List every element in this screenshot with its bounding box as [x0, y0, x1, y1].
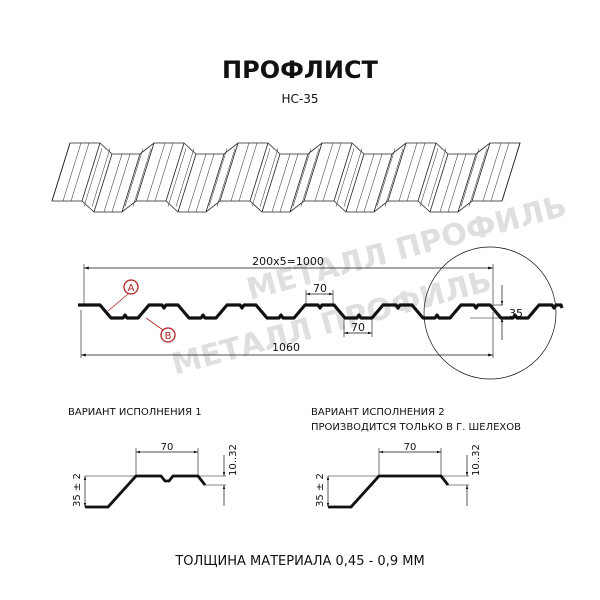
sheet-3d-fold-line: [501, 142, 521, 202]
sheet-3d-groove-line: [91, 148, 111, 207]
variant1-width-dim: 70: [161, 442, 174, 453]
marker-a: [123, 279, 139, 295]
page-subtitle: НС-35: [281, 92, 318, 106]
sheet-3d-groove-line: [363, 153, 383, 213]
bottom-rib-dim: 70: [351, 321, 365, 334]
sheet-3d-groove-line: [70, 142, 90, 202]
sheet-3d-groove-line: [251, 148, 271, 207]
sheet-3d-groove-line: [146, 142, 166, 202]
sheet-3d-groove-line: [314, 142, 334, 202]
sheet-3d-groove-line: [335, 148, 355, 207]
sheet-3d-groove-line: [406, 142, 426, 202]
sheet-3d-groove-line: [292, 148, 312, 207]
variant2-step-dim: 10..32: [471, 444, 482, 476]
sheet-3d-groove-line: [398, 142, 418, 202]
marker-a-label: A: [128, 283, 135, 294]
sheet-3d-groove-line: [238, 142, 258, 202]
profile-outline: [78, 303, 564, 320]
sheet-3d-groove-line: [419, 148, 439, 207]
sheet-3d-groove-line: [132, 148, 152, 207]
variant1-detail: 70 10..32 35 ± 2: [72, 442, 239, 509]
sheet-3d-fold-line: [135, 142, 155, 202]
sheet-3d-fold-line: [303, 142, 323, 202]
sheet-3d-groove-line: [427, 148, 447, 207]
sheet-3d-groove-line: [300, 148, 320, 207]
sheet-3d-groove-line: [259, 148, 279, 207]
variant2-width-dim: 70: [404, 442, 417, 453]
sheet-3d-groove-line: [175, 148, 195, 207]
sheet-3d-fold-line: [261, 153, 281, 213]
sheet-3d-groove-line: [124, 148, 144, 207]
sheet-3d-groove-line: [343, 148, 363, 207]
sheet-3d-fold-line: [249, 142, 269, 202]
pitch-dim: 200x5=1000: [252, 255, 324, 268]
marker-b: [160, 327, 176, 343]
sheet-3d-fold-line: [121, 153, 141, 213]
variant2-detail: 70 10..32 35 ± 2: [315, 442, 482, 509]
sheet-3d-groove-line: [355, 153, 375, 213]
sheet-3d-fold-line: [205, 153, 225, 213]
page-title: ПРОФЛИСТ: [222, 56, 379, 84]
sheet-3d-groove-line: [216, 148, 236, 207]
detail-circle: [423, 246, 557, 380]
width-dim: 1060: [272, 341, 300, 354]
sheet-3d-outline: [51, 142, 521, 213]
cross-section: 200x5=1000 1060 70 70 35 A B: [78, 246, 564, 380]
sheet-3d-groove-line: [230, 142, 250, 202]
variant2-label-2: ПРОИЗВОДИТСЯ ТОЛЬКО В Г. ШЕЛЕХОВ: [311, 422, 521, 433]
sheet-3d-groove-line: [187, 153, 207, 213]
sheet-3d-fold-line: [81, 142, 101, 202]
sheet-3d-groove-line: [154, 142, 174, 202]
sheet-3d-view: [51, 142, 521, 213]
sheet-3d-groove-line: [208, 148, 228, 207]
top-rib-dim: 70: [313, 282, 327, 295]
sheet-3d-fold-line: [373, 153, 393, 213]
sheet-3d-fold-line: [417, 142, 437, 202]
sheet-3d-fold-line: [177, 153, 197, 213]
sheet-3d-fold-line: [219, 142, 239, 202]
sheet-3d-groove-line: [322, 142, 342, 202]
sheet-3d-groove-line: [111, 153, 131, 213]
sheet-3d-groove-line: [460, 148, 480, 207]
sheet-3d-fold-line: [471, 142, 491, 202]
marker-b-label: B: [165, 331, 172, 342]
sheet-3d-groove-line: [167, 148, 187, 207]
sheet-3d-fold-line: [345, 153, 365, 213]
watermark: МЕТАЛЛ ПРОФИЛЬ МЕТАЛЛ ПРОФИЛЬ: [168, 189, 570, 383]
variant1-height-dim: 35 ± 2: [72, 473, 83, 507]
sheet-3d-fold-line: [387, 142, 407, 202]
sheet-3d-groove-line: [468, 148, 488, 207]
sheet-3d-groove-line: [279, 153, 299, 213]
height-dim: 35: [509, 307, 523, 320]
sheet-3d-groove-line: [376, 148, 396, 207]
sheet-3d-groove-line: [103, 153, 123, 213]
sheet-3d-fold-line: [289, 153, 309, 213]
sheet-3d-groove-line: [490, 142, 510, 202]
sheet-3d-groove-line: [195, 153, 215, 213]
variant2-label-1: ВАРИАНТ ИСПОЛНЕНИЯ 2: [311, 407, 445, 418]
variant2-height-dim: 35 ± 2: [315, 473, 326, 507]
sheet-3d-fold-line: [457, 153, 477, 213]
sheet-3d-fold-line: [165, 142, 185, 202]
sheet-3d-groove-line: [62, 142, 82, 202]
sheet-3d-groove-line: [482, 142, 502, 202]
variant1-label: ВАРИАНТ ИСПОЛНЕНИЯ 1: [68, 407, 202, 418]
sheet-3d-fold-line: [93, 153, 113, 213]
material-thickness: ТОЛЩИНА МАТЕРИАЛА 0,45 - 0,9 ММ: [174, 554, 424, 569]
variant1-step-dim: 10..32: [228, 444, 239, 476]
sheet-3d-fold-line: [333, 142, 353, 202]
sheet-3d-fold-line: [51, 142, 71, 202]
sheet-3d-groove-line: [447, 153, 467, 213]
sheet-3d-groove-line: [83, 148, 103, 207]
sheet-3d-groove-line: [384, 148, 404, 207]
sheet-3d-fold-line: [429, 153, 449, 213]
sheet-3d-groove-line: [271, 153, 291, 213]
sheet-3d-groove-line: [439, 153, 459, 213]
